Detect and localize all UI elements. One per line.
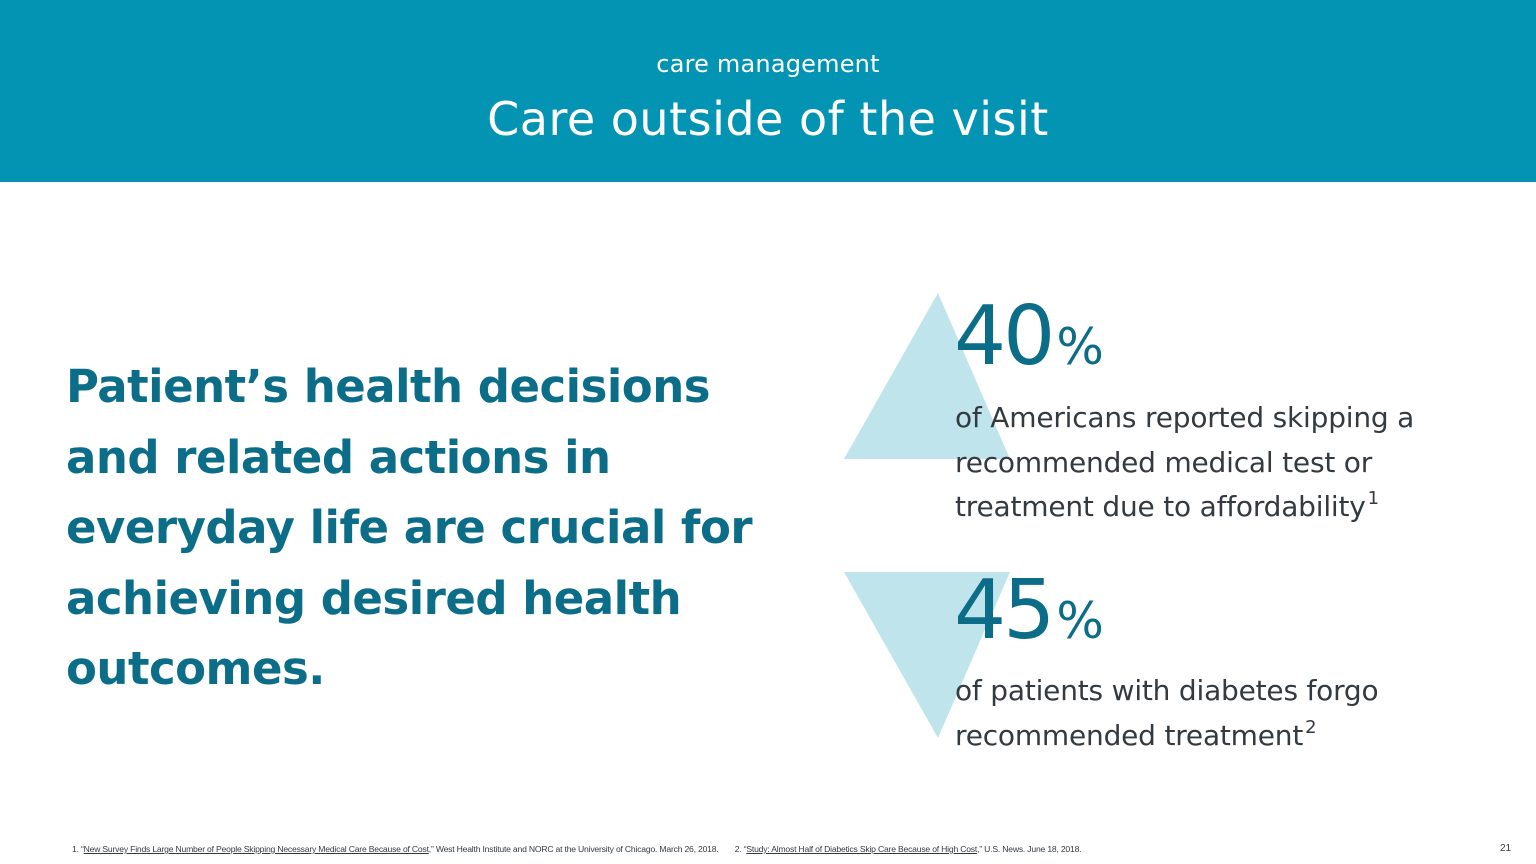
page-number: 21 (1500, 843, 1512, 854)
lead-statement: Patient’s health decisions and related a… (66, 360, 753, 695)
stat-2-number: 45% (954, 570, 1104, 652)
footnote-1-suffix: ,” West Health Institute and NORC at the… (428, 844, 719, 854)
down-triangle-shape (844, 572, 1010, 738)
stat-2-footnote-ref: 2 (1305, 716, 1317, 738)
footnote-2-suffix: ,” U.S. News. June 18, 2018. (977, 844, 1082, 854)
stat-1-value: 40 (954, 289, 1055, 384)
stat-2-text: of patients with diabetes forgo recommen… (955, 674, 1379, 752)
stat-2-value: 45 (954, 563, 1055, 658)
footnote-1: 1. “New Survey Finds Large Number of Peo… (72, 844, 719, 854)
page-title: Care outside of the visit (487, 92, 1049, 146)
up-triangle-shape (844, 293, 1010, 459)
footnote-1-prefix: 1. “ (72, 844, 84, 854)
stat-2-description: of patients with diabetes forgo recommen… (955, 669, 1475, 758)
footnote-2-prefix: 2. “ (734, 844, 747, 854)
footnotes: 1. “New Survey Finds Large Number of Peo… (72, 844, 1082, 858)
section-eyebrow: care management (656, 50, 880, 78)
stat-1-unit: % (1056, 318, 1104, 376)
footnote-2: 2. “Study: Almost Half of Diabetics Skip… (735, 844, 1082, 854)
footnote-2-link[interactable]: Study: Almost Half of Diabetics Skip Car… (746, 844, 978, 854)
stat-2-unit: % (1056, 592, 1104, 650)
stat-1-number: 40% (954, 296, 1104, 378)
header-banner: care management Care outside of the visi… (0, 0, 1536, 182)
footnote-1-link[interactable]: New Survey Finds Large Number of People … (83, 844, 429, 854)
stat-1-footnote-ref: 1 (1367, 488, 1379, 509)
stat-1-description: of Americans reported skipping a recomme… (955, 396, 1475, 530)
stat-1-text: of Americans reported skipping a recomme… (955, 401, 1415, 523)
